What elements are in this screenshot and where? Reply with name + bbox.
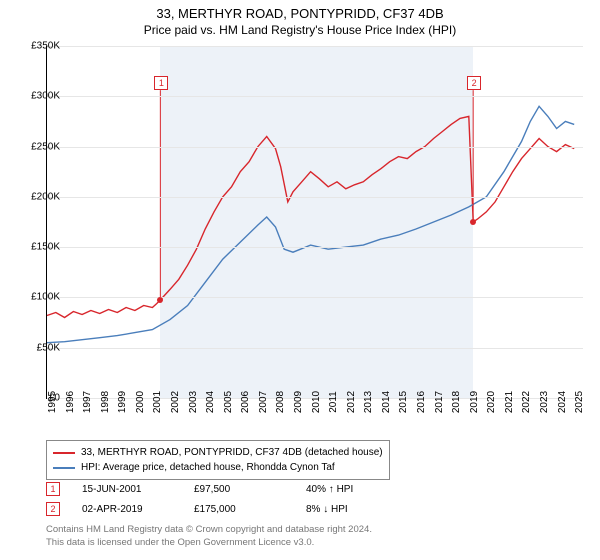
x-axis-label: 1996 [65,391,76,413]
x-axis-label: 2001 [152,391,163,413]
sale-price: £97,500 [194,484,284,495]
chart-plot-area: 1995199619971998199920002001200220032004… [46,46,583,399]
x-axis-label: 2014 [381,391,392,413]
x-axis-label: 2018 [451,391,462,413]
x-axis-label: 2008 [275,391,286,413]
legend-label: 33, MERTHYR ROAD, PONTYPRIDD, CF37 4DB (… [81,445,383,460]
x-axis-label: 2004 [205,391,216,413]
attribution-line: Contains HM Land Registry data © Crown c… [46,524,372,537]
sale-price: £175,000 [194,504,284,515]
x-axis-label: 2006 [240,391,251,413]
y-axis-label: £150K [20,242,60,253]
gridline [47,348,583,349]
legend-swatch-red [53,452,75,454]
x-axis-label: 2025 [574,391,585,413]
y-axis-label: £50K [20,342,60,353]
gridline [47,247,583,248]
sale-date: 02-APR-2019 [82,504,172,515]
x-axis-label: 2007 [258,391,269,413]
x-axis-label: 2016 [416,391,427,413]
x-axis-label: 2019 [469,391,480,413]
x-axis-label: 2013 [363,391,374,413]
x-axis-label: 2024 [557,391,568,413]
chart-lines [47,46,583,398]
legend-item-hpi: HPI: Average price, detached house, Rhon… [53,460,383,475]
legend-label: HPI: Average price, detached house, Rhon… [81,460,335,475]
chart-title: 33, MERTHYR ROAD, PONTYPRIDD, CF37 4DB [0,0,600,23]
chart-subtitle: Price paid vs. HM Land Registry's House … [0,23,600,41]
y-axis-label: £100K [20,292,60,303]
x-axis-label: 1999 [117,391,128,413]
x-axis-label: 2012 [346,391,357,413]
x-axis-label: 2002 [170,391,181,413]
sale-marker-icon: 2 [46,502,60,516]
legend: 33, MERTHYR ROAD, PONTYPRIDD, CF37 4DB (… [46,440,390,480]
x-axis-label: 1997 [82,391,93,413]
sale-delta: 40% ↑ HPI [306,484,396,495]
legend-item-price-paid: 33, MERTHYR ROAD, PONTYPRIDD, CF37 4DB (… [53,445,383,460]
sale-row: 2 02-APR-2019 £175,000 8% ↓ HPI [46,502,396,516]
gridline [47,96,583,97]
x-axis-label: 2010 [311,391,322,413]
x-axis-label: 2021 [504,391,515,413]
gridline [47,46,583,47]
sale-dot-1 [157,297,163,303]
sale-marker-2: 2 [467,76,481,90]
x-axis-label: 2000 [135,391,146,413]
y-axis-label: £350K [20,41,60,52]
sale-dot-2 [470,219,476,225]
sale-row: 1 15-JUN-2001 £97,500 40% ↑ HPI [46,482,396,496]
sales-table: 1 15-JUN-2001 £97,500 40% ↑ HPI 2 02-APR-2019… [46,482,396,522]
y-axis-label: £200K [20,191,60,202]
x-axis-label: 2022 [521,391,532,413]
x-axis-label: 2011 [328,391,339,413]
y-axis-label: £300K [20,91,60,102]
x-axis-label: 1998 [100,391,111,413]
gridline [47,147,583,148]
sale-marker-icon: 1 [46,482,60,496]
sale-delta: 8% ↓ HPI [306,504,396,515]
y-axis-label: £250K [20,141,60,152]
y-axis-label: £0 [20,393,60,404]
gridline [47,197,583,198]
x-axis-label: 2005 [223,391,234,413]
x-axis-label: 2015 [398,391,409,413]
gridline [47,297,583,298]
sale-date: 15-JUN-2001 [82,484,172,495]
legend-swatch-blue [53,467,75,469]
x-axis-label: 2023 [539,391,550,413]
sale-marker-1: 1 [154,76,168,90]
x-axis-label: 2017 [434,391,445,413]
x-axis-label: 2009 [293,391,304,413]
attribution: Contains HM Land Registry data © Crown c… [46,524,372,550]
x-axis-label: 2020 [486,391,497,413]
attribution-line: This data is licensed under the Open Gov… [46,537,372,550]
x-axis-label: 2003 [188,391,199,413]
